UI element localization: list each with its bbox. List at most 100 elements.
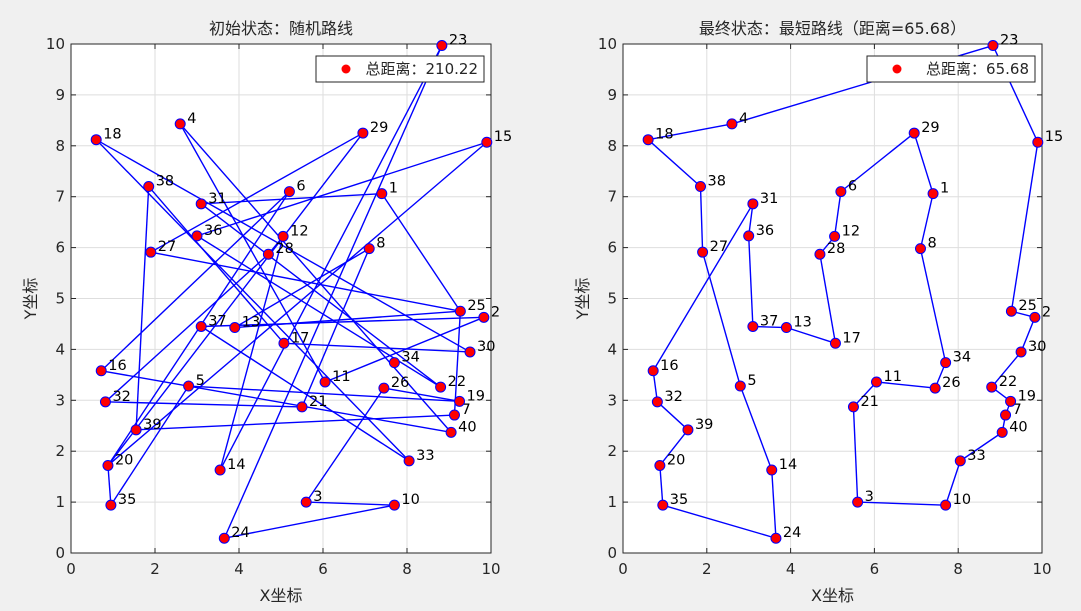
city-label: 37 (760, 313, 778, 329)
city-label: 26 (391, 375, 409, 391)
city-point (734, 380, 746, 392)
route-segment (656, 401, 689, 431)
y-axis-label: Y坐标 (573, 278, 592, 321)
city-label: 11 (332, 369, 350, 385)
y-tick-label: 7 (55, 188, 65, 206)
x-tick-label: 4 (234, 560, 244, 578)
city-label: 12 (290, 223, 308, 239)
city-point (647, 365, 659, 377)
city-label: 21 (309, 394, 327, 410)
city-point (277, 230, 289, 242)
x-tick-label: 10 (1032, 560, 1051, 578)
city-point (388, 357, 400, 369)
city-label: 33 (967, 448, 985, 464)
route-segment (201, 192, 382, 205)
city-point (105, 499, 117, 511)
city-label: 10 (953, 492, 971, 508)
city-point (95, 365, 107, 377)
y-tick-label: 6 (607, 239, 617, 257)
city-point (814, 248, 826, 260)
route-segment (876, 381, 936, 389)
route-segment (913, 132, 934, 194)
route-segment (223, 45, 443, 539)
route-segment (648, 123, 733, 141)
city-point (780, 322, 792, 334)
city-label: 14 (779, 457, 797, 473)
city-point (143, 181, 155, 193)
x-tick-label: 2 (150, 560, 160, 578)
route-path (95, 45, 488, 539)
city-label: 7 (461, 402, 470, 418)
city-label: 26 (942, 375, 960, 391)
city-point (435, 381, 447, 393)
city-label: 29 (921, 120, 939, 136)
city-point (651, 396, 663, 408)
city-point (682, 424, 694, 436)
city-label: 39 (695, 417, 713, 433)
city-label: 29 (370, 120, 388, 136)
city-label: 7 (1013, 402, 1022, 418)
city-point (376, 188, 388, 200)
city-point (1032, 136, 1044, 148)
city-label: 32 (112, 389, 130, 405)
city-point (929, 382, 941, 394)
x-axis-label: X坐标 (811, 586, 854, 605)
route-segment (224, 504, 395, 539)
city-label: 12 (842, 223, 860, 239)
city-label: 2 (1042, 304, 1051, 320)
route-segment (110, 385, 190, 506)
route-segment (659, 465, 664, 506)
city-label: 22 (999, 374, 1017, 390)
route-segment (944, 460, 961, 506)
city-label: 10 (401, 492, 419, 508)
city-point (1000, 409, 1012, 421)
city-point (726, 118, 738, 130)
route-segment (1010, 142, 1039, 312)
route-segment (852, 381, 878, 408)
city-point (403, 455, 415, 467)
city-point (99, 396, 111, 408)
x-tick-label: 6 (870, 560, 880, 578)
city-point (454, 305, 466, 317)
initial-route-chart: 0 2 4 6 8 10012345678910初始状态：随机路线X坐标Y坐标123456… (21, 19, 512, 605)
legend-label: 总距离：65.68 (926, 60, 1029, 78)
city-label: 20 (115, 452, 133, 468)
city-label: 16 (108, 358, 126, 374)
city-label: 40 (1009, 419, 1027, 435)
city-point (996, 426, 1008, 438)
city-point (870, 376, 882, 388)
city-point (987, 40, 999, 52)
x-tick-label: 8 (402, 560, 412, 578)
city-point (296, 401, 308, 413)
route-segment (301, 248, 370, 408)
y-tick-label: 7 (607, 188, 617, 206)
route-segment (107, 141, 488, 466)
x-tick-label: 6 (318, 560, 328, 578)
city-point (766, 464, 778, 476)
city-point (481, 136, 493, 148)
y-tick-label: 0 (607, 544, 617, 562)
city-label: 8 (376, 236, 385, 252)
city-label: 17 (842, 330, 860, 346)
route-segment (100, 191, 290, 372)
legend-marker (892, 64, 902, 74)
y-tick-label: 4 (55, 340, 65, 358)
x-tick-label: 8 (953, 560, 963, 578)
city-label: 13 (242, 315, 260, 331)
route-segment (179, 123, 452, 433)
x-axis-label: X坐标 (260, 586, 303, 605)
city-point (183, 380, 195, 392)
city-point (300, 496, 312, 508)
y-tick-label: 10 (46, 35, 65, 53)
city-label: 38 (156, 174, 174, 190)
city-label: 34 (401, 350, 419, 366)
route-segment (662, 504, 777, 539)
city-point (1005, 305, 1017, 317)
city-point (214, 464, 226, 476)
route-segment (786, 326, 836, 344)
route-segment (652, 203, 754, 372)
route-segment (919, 248, 947, 363)
route-segment (840, 132, 915, 193)
x-tick-label: 10 (481, 560, 500, 578)
city-point (145, 246, 157, 258)
